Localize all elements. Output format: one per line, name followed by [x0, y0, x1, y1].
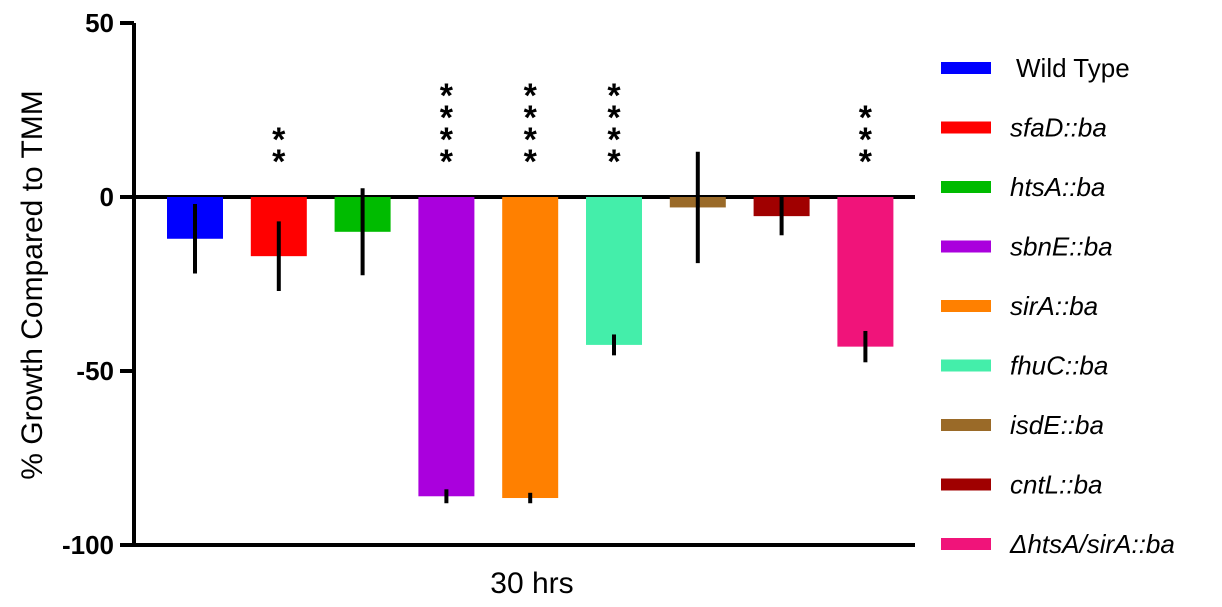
legend-swatch: [941, 300, 991, 312]
legend-swatch: [941, 538, 991, 550]
legend-label: fhuC::ba: [1010, 351, 1108, 381]
bar: [418, 197, 475, 497]
legend-label: sirA::ba: [1010, 291, 1098, 321]
significance-label: * * *: [859, 99, 873, 181]
legend-swatch: [941, 181, 991, 193]
significance-label: * * * *: [524, 77, 538, 181]
legend-label: Wild Type: [1016, 53, 1130, 83]
y-tick-label: -50: [76, 356, 114, 386]
bar: [837, 197, 894, 347]
legend-swatch: [941, 240, 991, 253]
legend-label: ΔhtsA/sirA::ba: [1009, 529, 1175, 559]
significance-label: * *: [272, 121, 286, 181]
axes: 50 0 -50 -100: [62, 8, 915, 560]
y-tick-label: 50: [85, 8, 114, 38]
y-tick-label: 0: [100, 182, 114, 212]
legend-swatch: [941, 419, 991, 431]
legend-swatch: [941, 62, 991, 74]
y-axis-label: % Growth Compared to TMM: [16, 90, 49, 480]
legend-swatch: [941, 359, 991, 372]
legend-label: isdE::ba: [1010, 410, 1104, 440]
legend-label: cntL::ba: [1010, 470, 1103, 500]
bars: * ** * * ** * * ** * * ** * *: [167, 77, 894, 504]
legend-label: sfaD::ba: [1010, 113, 1107, 143]
legend-label: sbnE::ba: [1010, 232, 1113, 262]
legend-label: htsA::ba: [1010, 172, 1105, 202]
bar: [502, 197, 559, 499]
legend-swatch: [941, 121, 991, 134]
significance-label: * * * *: [607, 77, 621, 181]
y-tick-label: -100: [62, 530, 114, 560]
legend-swatch: [941, 478, 991, 491]
bar: [586, 197, 642, 345]
legend: Wild TypesfaD::bahtsA::basbnE::basirA::b…: [941, 53, 1175, 559]
significance-label: * * * *: [440, 77, 454, 181]
x-axis-label: 30 hrs: [490, 567, 573, 600]
